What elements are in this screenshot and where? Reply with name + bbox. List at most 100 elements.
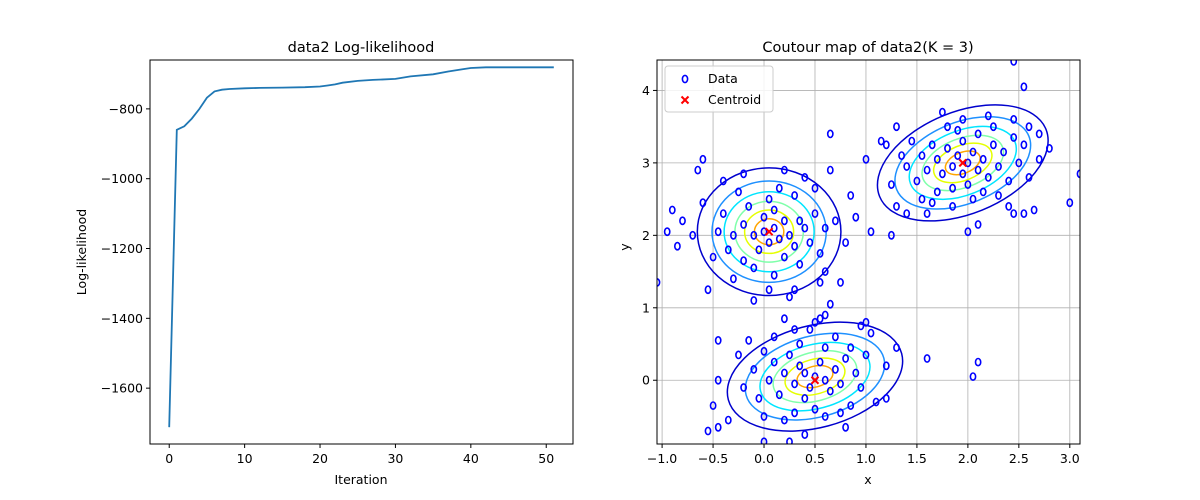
data-point: [1020, 209, 1028, 218]
data-point: [786, 292, 793, 302]
data-point: [806, 238, 814, 247]
data-point: [781, 368, 788, 378]
data-point: [801, 393, 809, 403]
data-point: [740, 220, 747, 229]
data-point: [826, 299, 834, 309]
data-point: [760, 227, 768, 237]
contour-grid: [657, 60, 1080, 444]
contour-x-axis-label: x: [864, 472, 871, 487]
data-point: [903, 209, 911, 218]
contour-y-tick-label: 2: [642, 228, 650, 243]
data-point: [760, 437, 768, 444]
data-point: [674, 241, 681, 251]
data-point: [954, 125, 962, 135]
data-point: [1020, 82, 1028, 92]
data-point: [740, 256, 747, 266]
data-point: [995, 191, 1002, 200]
data-point: [842, 422, 849, 432]
data-point: [775, 234, 783, 244]
data-point: [745, 335, 753, 345]
data-point: [832, 216, 839, 226]
data-point: [821, 223, 829, 233]
loglik-y-ticks: −1600 −1400 −1200 −1000 −800: [101, 101, 150, 396]
contour-ring-1-2: [759, 341, 871, 412]
legend-label-data: Data: [708, 71, 738, 86]
data-point: [979, 187, 987, 197]
data-point: [832, 364, 839, 374]
data-point: [857, 383, 865, 392]
data-point: [786, 350, 793, 360]
data-point: [724, 245, 732, 255]
data-point: [826, 129, 834, 139]
data-point: [730, 274, 737, 284]
data-point: [796, 339, 804, 349]
data-point: [816, 248, 824, 258]
data-point: [781, 314, 788, 324]
data-point: [964, 180, 972, 189]
data-point: [714, 335, 722, 345]
data-point: [704, 285, 712, 295]
data-point: [719, 176, 727, 186]
loglik-plot-area: [168, 66, 554, 428]
loglik-y-tick-label: −1200: [101, 241, 143, 256]
data-point: [1066, 198, 1074, 208]
data-point: [781, 216, 788, 226]
data-point: [882, 361, 890, 371]
data-point: [847, 343, 855, 352]
data-point: [816, 277, 824, 287]
contour-x-tick-label: 3.0: [1060, 451, 1080, 466]
data-point: [714, 422, 722, 432]
data-point: [852, 368, 860, 378]
data-point: [821, 375, 829, 385]
loglik-x-tick-label: 0: [165, 451, 173, 466]
data-point: [796, 216, 804, 226]
data-point: [979, 154, 987, 164]
data-point: [959, 115, 967, 124]
data-point: [765, 194, 773, 204]
contour-x-tick-label: 0.5: [805, 451, 825, 466]
data-point: [903, 162, 911, 171]
contour-y-tick-label: 1: [642, 300, 650, 315]
contour-ring-0-0: [696, 167, 842, 297]
data-point: [1076, 169, 1080, 179]
data-point: [1000, 147, 1007, 157]
data-point: [760, 212, 768, 222]
data-point: [944, 122, 951, 132]
data-point: [791, 408, 798, 418]
data-point: [806, 325, 814, 334]
data-point: [816, 314, 824, 324]
data-point: [923, 354, 931, 363]
data-point: [872, 397, 880, 407]
data-point: [954, 151, 962, 160]
data-point: [974, 129, 982, 139]
data-point: [974, 220, 982, 229]
contour-x-tick-label: 2.0: [958, 451, 978, 466]
data-point: [791, 241, 798, 251]
contour-y-axis-label: y: [617, 243, 632, 251]
data-point: [699, 154, 707, 164]
data-point: [1010, 60, 1018, 66]
data-point: [933, 154, 941, 164]
data-point: [949, 183, 956, 193]
data-point: [811, 183, 819, 193]
data-point: [775, 183, 783, 193]
data-points: [657, 60, 1080, 444]
contour-ring-0-4: [743, 209, 795, 255]
contour-ring-1-1: [744, 332, 886, 421]
centroid-stroke: [810, 376, 820, 385]
data-point: [740, 169, 747, 179]
loglik-y-axis-label: Log-likelihood: [74, 209, 89, 295]
data-point: [944, 143, 951, 153]
data-point: [781, 252, 788, 262]
data-point: [735, 350, 742, 360]
data-point: [811, 404, 819, 414]
contour-x-tick-label: 1.5: [907, 451, 927, 466]
data-point: [760, 346, 768, 356]
data-point: [877, 136, 885, 146]
data-point: [694, 165, 702, 175]
loglik-y-tick-label: −1400: [101, 311, 143, 326]
contour-chart: Coutour map of data2(K = 3) −1.0 −0.5 0.0 0…: [617, 40, 1081, 487]
contour-ring-1-3: [772, 349, 858, 404]
contour-x-tick-label: −0.5: [698, 451, 728, 466]
data-point: [923, 165, 931, 175]
